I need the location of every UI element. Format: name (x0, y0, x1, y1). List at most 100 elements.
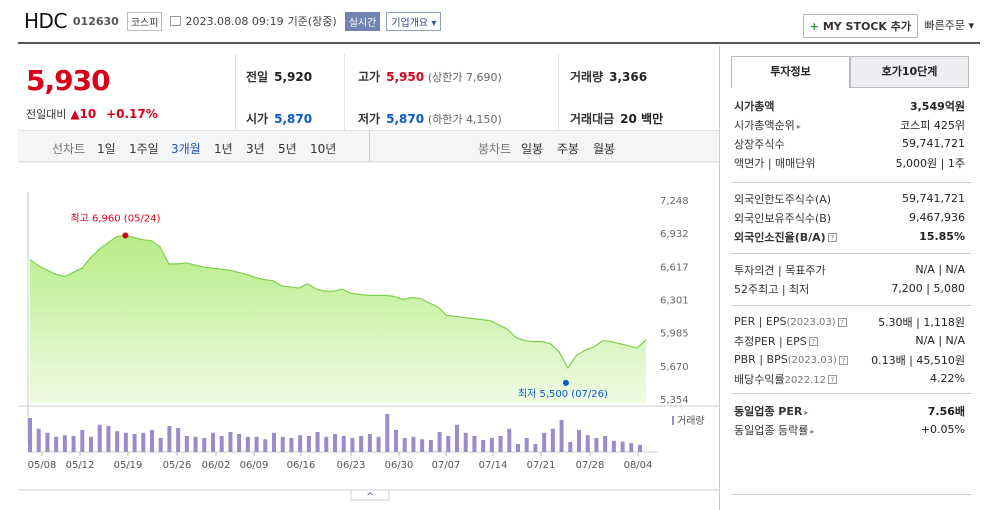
y-tick-label: 7,248 (660, 196, 689, 207)
info-row: PER | EPS(2023.03)? 5.30배 | 1,118원 (734, 312, 965, 331)
info-row: 상장주식수 59,741,721 (734, 134, 965, 153)
volume-bar (411, 436, 416, 452)
help-icon[interactable]: ? (838, 355, 848, 365)
volume-bar (611, 440, 616, 452)
chevron-right-icon[interactable]: ▸ (796, 121, 801, 131)
info-row-label: 액면가 | 매매단위 (734, 155, 816, 171)
tab-10y[interactable]: 10년 (310, 142, 337, 156)
upper-limit: (상한가 7,690) (427, 71, 502, 84)
y-tick-label: 5,670 (660, 362, 689, 373)
my-stock-add-button[interactable]: + MY STOCK 추가 (802, 14, 918, 38)
volume-bar (420, 439, 425, 452)
tab-monthly[interactable]: 월봉 (593, 142, 616, 156)
high-label: 고가 (358, 70, 381, 84)
tab-investment-info[interactable]: 투자정보 (731, 56, 850, 88)
volume-bar (184, 436, 189, 452)
info-row-sublabel: 2022.12 (784, 374, 826, 386)
info-row-label: 외국인소진율(B/A)? (734, 229, 837, 245)
info-row-value: 3,549억원 (909, 99, 965, 113)
info-row: 시가총액순위 ▸ 코스피 425위 (734, 115, 965, 134)
change-label: 전일대비 (26, 108, 67, 121)
volume-bar (350, 438, 355, 452)
info-row-value: 7,200 | 5,080 (891, 282, 965, 295)
trade-amount: 거래대금 20 백만 (570, 110, 663, 127)
volume-bar (333, 434, 337, 452)
help-icon[interactable]: ? (827, 375, 837, 384)
volume-bar (324, 436, 329, 452)
tab-1y[interactable]: 1년 (214, 142, 233, 156)
info-row-label-text: 동일업종 PER (734, 404, 803, 418)
y-tick-label: 6,932 (660, 229, 689, 240)
volume-bar (629, 443, 634, 452)
info-row-value: 코스피 425위 (900, 118, 965, 132)
stock-header: HDC 012630 코스피 2023.08.08 09:19 기준(장중) 실… (18, 0, 980, 44)
tab-3m[interactable]: 3개월 (171, 142, 201, 156)
info-row-value: 5,000원 | 1주 (895, 156, 965, 170)
tab-1d[interactable]: 1일 (97, 142, 116, 156)
volume-bar (237, 434, 242, 452)
x-tick-label: 07/28 (576, 460, 605, 471)
info-row-value: 5.30배 | 1,118원 (878, 315, 965, 329)
info-row-label: 동일업종 PER ▸ (734, 403, 808, 419)
market-badge: 코스피 (126, 11, 163, 31)
tab-1w[interactable]: 1주일 (129, 142, 159, 156)
info-row: 추정PER | EPS? N/A | N/A (734, 331, 965, 350)
x-tick-label: 06/30 (385, 460, 414, 471)
volume-bar (71, 436, 76, 452)
info-row: 시가총액 3,549억원 (734, 96, 965, 115)
volume-bar (568, 442, 573, 452)
volume-bar (472, 436, 477, 452)
info-row-label: 52주최고 | 최저 (734, 281, 809, 297)
tab-weekly[interactable]: 주봉 (557, 142, 580, 156)
info-row-label-text: 액면가 | 매매단위 (734, 156, 816, 170)
info-row-label: 외국인한도주식수(A) (734, 191, 831, 207)
help-icon[interactable]: ? (808, 337, 818, 346)
info-row-label-text: 추정PER | EPS (734, 334, 807, 348)
chart-period-tabs: 선차트 1일 1주일 3개월 1년 3년 5년 10년 봉차트 일봉 주봉 월봉 (18, 130, 719, 162)
volume: 거래량 3,366 (570, 68, 647, 85)
info-row-label-text: 상장주식수 (734, 137, 785, 151)
open-value: 5,870 (274, 112, 313, 126)
info-row-value: N/A | N/A (915, 263, 965, 276)
tab-orderbook[interactable]: 호가10단계 (850, 56, 969, 88)
chevron-right-icon[interactable]: ▸ (804, 407, 809, 417)
left-panel: 5,930 전일대비 ▲10 +0.17% 전일 5,920 고가 5,950 (상… (18, 46, 719, 510)
info-row-value: 59,741,721 (902, 137, 965, 150)
info-row: 동일업종 PER ▸ 7.56배 (734, 401, 965, 420)
volume-bar (141, 432, 146, 452)
info-row-label-text: 배당수익률 (734, 372, 785, 386)
info-row-label-text: 투자의견 | 목표주가 (734, 263, 826, 277)
help-icon[interactable]: ? (827, 233, 837, 242)
volume-bar (219, 436, 224, 452)
divider (731, 305, 971, 306)
amount-value: 20 백만 (620, 112, 664, 126)
volume-bar (620, 441, 625, 452)
info-row-sublabel: (2023.03) (786, 317, 836, 328)
volume-bar (115, 431, 120, 452)
chevron-right-icon[interactable]: ▸ (810, 426, 815, 436)
volume-bar (306, 436, 311, 452)
line-chart-label: 선차트 (52, 142, 86, 156)
volume-bar (498, 436, 503, 452)
tab-3y[interactable]: 3년 (246, 142, 265, 156)
chevron-up-icon: ^ (366, 492, 374, 502)
x-tick-label: 05/26 (163, 460, 192, 471)
calendar-icon (170, 16, 182, 26)
info-row: 동일업종 등락률 ▸ +0.05% (734, 420, 965, 439)
volume-bar (550, 428, 555, 452)
tab-daily[interactable]: 일봉 (521, 142, 544, 156)
info-row-label: PBR | BPS(2023.03)? (734, 353, 848, 366)
tab-5y[interactable]: 5년 (278, 142, 297, 156)
volume-bar (542, 432, 547, 452)
quick-order-button[interactable]: 빠른주문 ▾ (924, 17, 974, 33)
company-overview-dropdown[interactable]: 기업개요 ▾ (386, 11, 442, 31)
investment-info-panel: 투자정보 호가10단계 시가총액 3,549억원 시가총액순위 ▸ 코스피 425위 상장… (719, 46, 980, 510)
low-marker (562, 379, 569, 386)
price-chart[interactable]: 7,248 6,932 6,617 6,301 5,985 5,670 5,354 최고 6,… (18, 162, 719, 510)
stock-code: 012630 (72, 14, 119, 28)
volume-bar (481, 440, 486, 452)
help-icon[interactable]: ? (837, 317, 847, 327)
volume-bar (89, 436, 93, 452)
x-tick-label: 06/23 (337, 460, 366, 471)
realtime-badge[interactable]: 실시간 (344, 11, 381, 31)
